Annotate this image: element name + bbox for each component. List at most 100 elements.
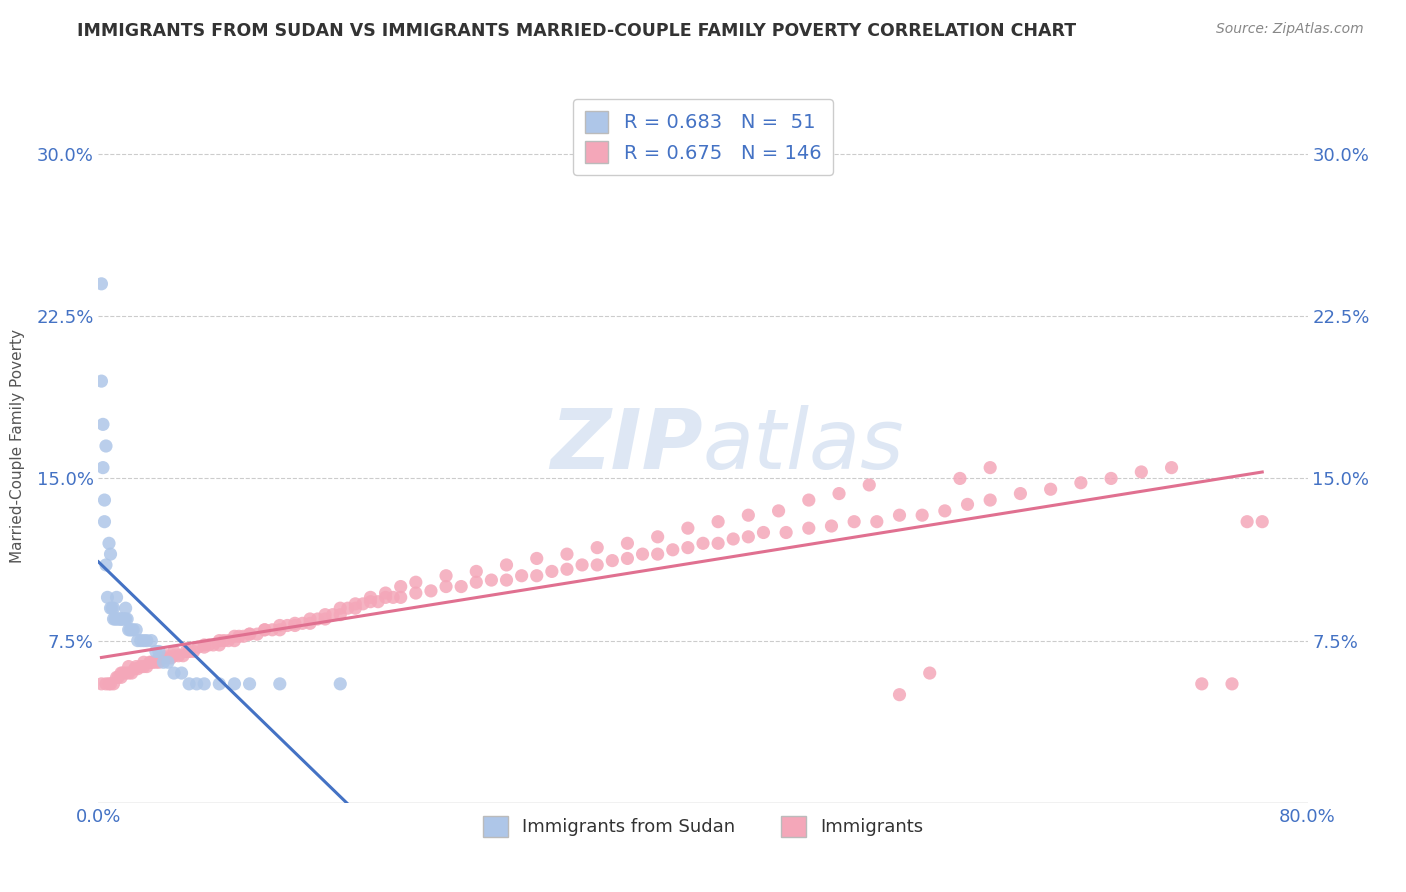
Point (314, 607, 336, 622)
Point (98, 536, 121, 550)
Point (145, 655, 167, 669)
Point (1160, 460, 1182, 475)
Point (434, 568, 457, 582)
Point (737, 508, 759, 523)
Point (481, 573, 503, 587)
Point (374, 586, 396, 600)
Point (139, 655, 162, 669)
Legend: Immigrants from Sudan, Immigrants: Immigrants from Sudan, Immigrants (475, 808, 931, 844)
Point (120, 623, 142, 637)
Point (94, 439, 117, 453)
Point (121, 623, 143, 637)
Point (737, 530, 759, 544)
Point (172, 648, 194, 663)
Point (127, 633, 149, 648)
Point (820, 519, 842, 533)
Point (187, 640, 209, 654)
Point (107, 612, 129, 626)
Point (141, 655, 163, 669)
Point (1251, 515, 1274, 529)
Point (526, 551, 548, 566)
Point (465, 565, 488, 579)
Point (105, 670, 128, 684)
Point (276, 618, 298, 632)
Point (631, 547, 654, 561)
Point (167, 648, 190, 663)
Point (775, 525, 797, 540)
Point (110, 612, 132, 626)
Point (183, 644, 205, 658)
Point (828, 486, 851, 500)
Point (616, 536, 638, 550)
Point (676, 541, 699, 555)
Point (676, 521, 699, 535)
Point (103, 601, 125, 615)
Point (284, 616, 307, 631)
Point (707, 515, 730, 529)
Point (707, 536, 730, 550)
Point (434, 580, 457, 594)
Point (269, 677, 291, 691)
Point (179, 644, 201, 658)
Point (495, 558, 517, 572)
Point (450, 580, 472, 594)
Point (112, 612, 135, 626)
Point (103, 612, 125, 626)
Point (193, 640, 215, 654)
Point (284, 618, 307, 632)
Point (111, 612, 134, 626)
Point (212, 633, 235, 648)
Point (367, 595, 389, 609)
Point (253, 623, 276, 637)
Point (329, 601, 352, 615)
Point (1039, 482, 1062, 496)
Point (1070, 475, 1092, 490)
Point (239, 677, 262, 691)
Point (1191, 677, 1213, 691)
Point (918, 666, 941, 681)
Point (145, 644, 167, 658)
Point (1236, 515, 1258, 529)
Point (129, 659, 152, 673)
Point (979, 493, 1001, 508)
Point (602, 553, 624, 567)
Point (90, 277, 112, 291)
Point (96, 591, 118, 605)
Text: ZIP: ZIP (550, 406, 703, 486)
Point (114, 601, 136, 615)
Point (866, 515, 889, 529)
Point (193, 677, 215, 691)
Point (228, 629, 250, 643)
Point (90, 677, 112, 691)
Point (125, 659, 148, 673)
Point (100, 547, 122, 561)
Point (382, 591, 405, 605)
Point (170, 666, 193, 681)
Point (98, 677, 121, 691)
Point (858, 478, 880, 492)
Point (93, 493, 115, 508)
Point (163, 648, 186, 663)
Point (110, 612, 132, 626)
Point (91, 417, 114, 432)
Point (118, 659, 141, 673)
Point (495, 573, 517, 587)
Point (90, 374, 112, 388)
Point (125, 623, 148, 637)
Point (121, 666, 143, 681)
Point (105, 612, 128, 626)
Point (360, 591, 382, 605)
Point (934, 504, 956, 518)
Point (193, 638, 215, 652)
Point (616, 551, 638, 566)
Point (752, 525, 775, 540)
Point (465, 575, 488, 590)
Point (344, 597, 367, 611)
Point (122, 623, 145, 637)
Point (118, 666, 141, 681)
Point (104, 612, 127, 626)
Point (179, 644, 201, 658)
Point (115, 612, 138, 626)
Point (129, 633, 152, 648)
Text: Source: ZipAtlas.com: Source: ZipAtlas.com (1216, 22, 1364, 37)
